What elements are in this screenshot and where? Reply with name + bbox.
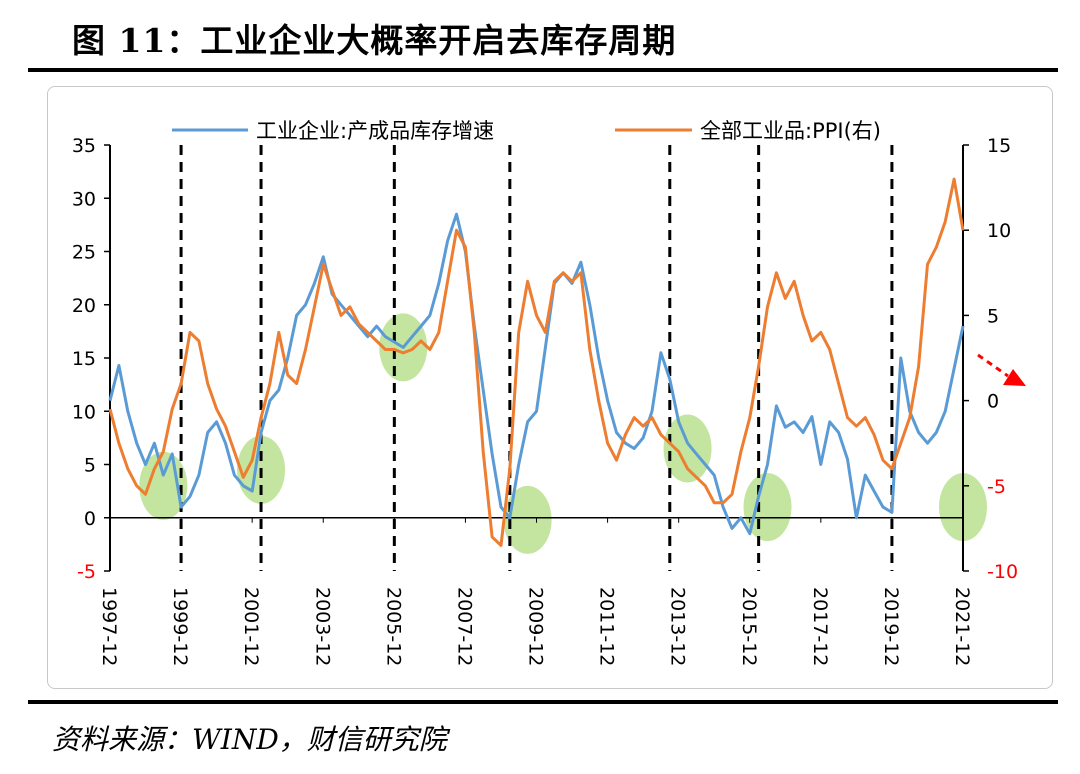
left-tick-label-25: 25 (72, 242, 96, 264)
annotation-arrow-head (1003, 369, 1026, 386)
right-tick-label--10: -10 (987, 561, 1018, 583)
highlight-ellipse-6 (743, 473, 792, 542)
title-rule (28, 68, 1058, 72)
left-tick-label-20: 20 (72, 295, 96, 317)
highlight-ellipse-5 (663, 414, 712, 483)
x-tick-label-2015-12: 2015-12 (738, 587, 760, 666)
x-tick-label-2021-12: 2021-12 (951, 587, 973, 666)
right-tick-label-5: 5 (987, 305, 999, 327)
left-tick-label--5: -5 (77, 561, 96, 583)
page-title: 图 11：工业企业大概率开启去库存周期 (72, 21, 677, 60)
left-tick-label-30: 30 (72, 188, 96, 210)
right-tick-label-0: 0 (987, 391, 999, 413)
x-tick-label-2013-12: 2013-12 (667, 587, 689, 666)
x-tick-label-2019-12: 2019-12 (880, 587, 902, 666)
x-tick-label-2017-12: 2017-12 (809, 587, 831, 666)
chart-frame (47, 86, 1053, 689)
left-tick-label-10: 10 (72, 401, 96, 423)
x-tick-label-2005-12: 2005-12 (382, 587, 404, 666)
annotation-arrow-line (977, 353, 1009, 378)
highlight-ellipse-4 (503, 485, 552, 554)
left-tick-label-35: 35 (72, 135, 96, 157)
left-tick-label-0: 0 (84, 508, 96, 530)
x-tick-label-2007-12: 2007-12 (453, 587, 475, 666)
x-tick-label-1997-12: 1997-12 (98, 587, 120, 666)
x-tick-label-2011-12: 2011-12 (596, 587, 618, 666)
right-tick-label--5: -5 (987, 476, 1006, 498)
x-tick-label-2001-12: 2001-12 (240, 587, 262, 666)
x-tick-label-2009-12: 2009-12 (525, 587, 547, 666)
left-tick-label-5: 5 (84, 455, 96, 477)
legend-label-2: 全部工业品:PPI(右) (700, 119, 881, 143)
right-tick-label-15: 15 (987, 135, 1011, 157)
series-line-2 (108, 177, 965, 547)
legend-label-1: 工业企业:产成品库存增速 (256, 119, 494, 143)
footer-rule (28, 700, 1058, 704)
source-note: 资料来源：WIND，财信研究院 (52, 723, 447, 756)
x-tick-label-1999-12: 1999-12 (169, 587, 191, 666)
right-tick-label-10: 10 (987, 220, 1011, 242)
series-line-1 (108, 212, 965, 536)
left-tick-label-15: 15 (72, 348, 96, 370)
x-tick-label-2003-12: 2003-12 (311, 587, 333, 666)
